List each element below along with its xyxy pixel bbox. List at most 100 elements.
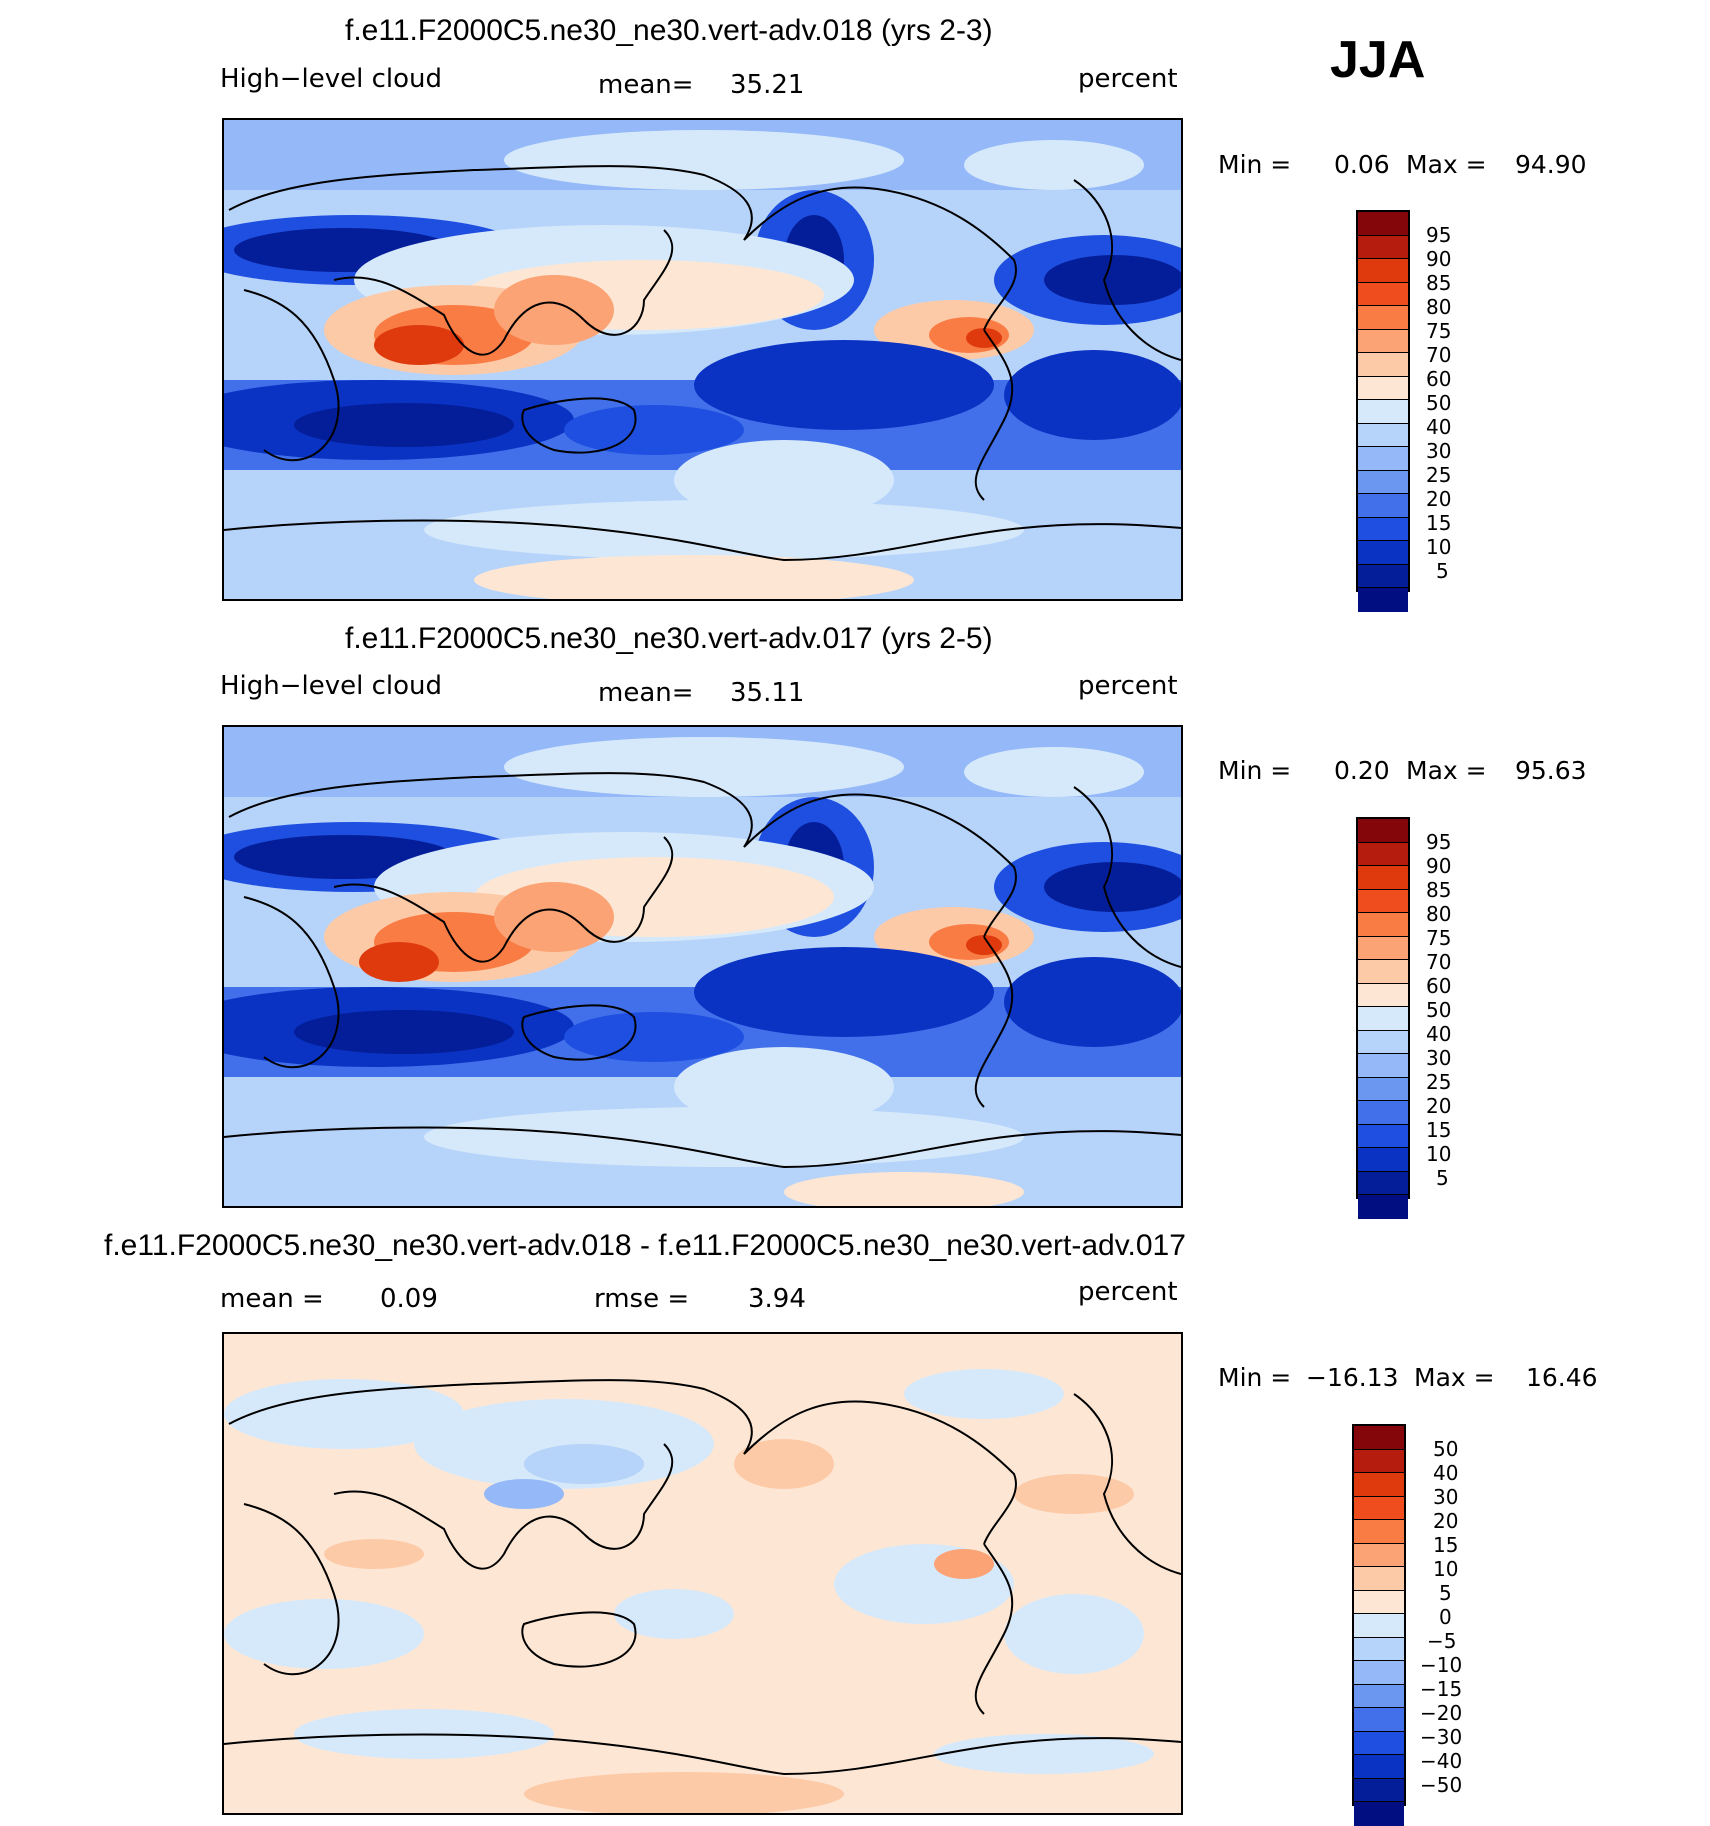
colorbar-tick-label: 85 [1426,271,1452,295]
panel-1-max-label: Max = [1406,150,1487,179]
colorbar-segment [1358,983,1408,1007]
colorbar-segment [1354,1755,1404,1779]
colorbar-tick-label: 80 [1426,295,1452,319]
colorbar-tick-label: 90 [1426,247,1452,271]
panel-1-mean-label: mean= [598,70,694,100]
colorbar-segment [1358,842,1408,866]
colorbar-segment [1358,447,1408,471]
panel-3-units: percent [1078,1277,1178,1307]
colorbar-segment [1354,1637,1404,1661]
colorbar-tick-label: 10 [1433,1557,1459,1581]
colorbar-segment [1358,819,1408,843]
panel-2-title: f.e11.F2000C5.ne30_ne30.vert-adv.017 (yr… [345,622,993,655]
colorbar-segment [1358,400,1408,424]
panel-1-title: f.e11.F2000C5.ne30_ne30.vert-adv.018 (yr… [345,14,993,47]
colorbar-segment [1358,1030,1408,1054]
colorbar-segment [1354,1449,1404,1473]
colorbar-tick-label: 20 [1426,1094,1452,1118]
colorbar-tick-label: 60 [1426,974,1452,998]
colorbar-tick-label: −20 [1420,1701,1463,1725]
colorbar-segment [1358,960,1408,984]
panel-1-variable-label: High−level cloud [220,64,443,94]
colorbar-segment [1358,470,1408,494]
panel-2-max-value: 95.63 [1515,756,1587,785]
colorbar-segment [1358,494,1408,518]
colorbar-tick-label: 85 [1426,878,1452,902]
colorbar-tick-label: −5 [1427,1629,1457,1653]
colorbar-segment [1354,1567,1404,1591]
colorbar-tick-label: 10 [1426,535,1452,559]
panel-3-min-value: −16.13 [1306,1363,1399,1392]
colorbar-tick-label: −40 [1420,1749,1463,1773]
colorbar-segment [1358,1148,1408,1172]
panel-2-min-label: Min = [1218,756,1292,785]
colorbar-tick-label: 40 [1433,1461,1459,1485]
colorbar-segment [1354,1684,1404,1708]
season-label: JJA [1330,31,1426,89]
colorbar-tick-label: −30 [1420,1725,1463,1749]
panel-3-min-label: Min = [1218,1363,1292,1392]
colorbar-tick-label: 70 [1426,343,1452,367]
panel-3-title: f.e11.F2000C5.ne30_ne30.vert-adv.018 - f… [104,1229,1186,1262]
colorbar-tick-label: 80 [1426,902,1452,926]
panel-2-map [222,725,1183,1208]
colorbar-tick-label: −10 [1420,1653,1463,1677]
colorbar-segment [1354,1473,1404,1497]
colorbar-tick-label: 5 [1436,1166,1449,1190]
colorbar-tick-label: 50 [1426,998,1452,1022]
colorbar-segment [1358,235,1408,259]
panel-2-variable-label: High−level cloud [220,671,443,701]
panel-2-min-value: 0.20 [1334,756,1390,785]
panel-3-max-value: 16.46 [1526,1363,1598,1392]
colorbar-segment [1354,1520,1404,1544]
colorbar-segment [1358,588,1408,612]
colorbar-tick-label: 10 [1426,1142,1452,1166]
colorbar-segment [1358,212,1408,236]
colorbar-segment [1358,913,1408,937]
colorbar-tick-label: 20 [1426,487,1452,511]
panel-2-mean-label: mean= [598,678,694,708]
colorbar-tick-label: 30 [1433,1485,1459,1509]
colorbar-tick-label: 25 [1426,1070,1452,1094]
panel-3-max-label: Max = [1414,1363,1495,1392]
colorbar-segment [1354,1426,1404,1450]
colorbar-tick-label: 70 [1426,950,1452,974]
colorbar-segment [1354,1496,1404,1520]
colorbar-tick-label: 75 [1426,926,1452,950]
colorbar-segment [1354,1661,1404,1685]
panel-2-mean-value: 35.11 [730,678,805,708]
colorbar-segment [1354,1802,1404,1826]
colorbar-segment [1358,1124,1408,1148]
panel-2-units: percent [1078,671,1178,701]
colorbar-segment [1358,282,1408,306]
panel-3-colorbar [1352,1424,1406,1826]
colorbar-tick-label: 95 [1426,830,1452,854]
panel-1-mean-value: 35.21 [730,70,805,100]
colorbar-segment [1358,353,1408,377]
colorbar-tick-label: 5 [1436,559,1449,583]
panel-2-max-label: Max = [1406,756,1487,785]
panel-1-colorbar [1356,210,1410,612]
colorbar-tick-label: 50 [1433,1437,1459,1461]
colorbar-segment [1358,889,1408,913]
panel-3-map [222,1332,1183,1815]
colorbar-segment [1354,1731,1404,1755]
colorbar-tick-label: 25 [1426,463,1452,487]
colorbar-segment [1358,1054,1408,1078]
colorbar-tick-label: 15 [1433,1533,1459,1557]
colorbar-tick-label: −50 [1420,1773,1463,1797]
colorbar-segment [1358,1077,1408,1101]
colorbar-segment [1358,1171,1408,1195]
panel-2-colorbar [1356,817,1410,1219]
colorbar-tick-label: 0 [1439,1605,1452,1629]
colorbar-segment [1354,1708,1404,1732]
panel-1-units: percent [1078,64,1178,94]
colorbar-segment [1358,517,1408,541]
panel-3-mean-label: mean = [220,1284,324,1314]
colorbar-segment [1358,259,1408,283]
colorbar-tick-label: 60 [1426,367,1452,391]
colorbar-tick-label: 90 [1426,854,1452,878]
colorbar-tick-label: 20 [1433,1509,1459,1533]
colorbar-segment [1358,866,1408,890]
colorbar-tick-label: 40 [1426,415,1452,439]
